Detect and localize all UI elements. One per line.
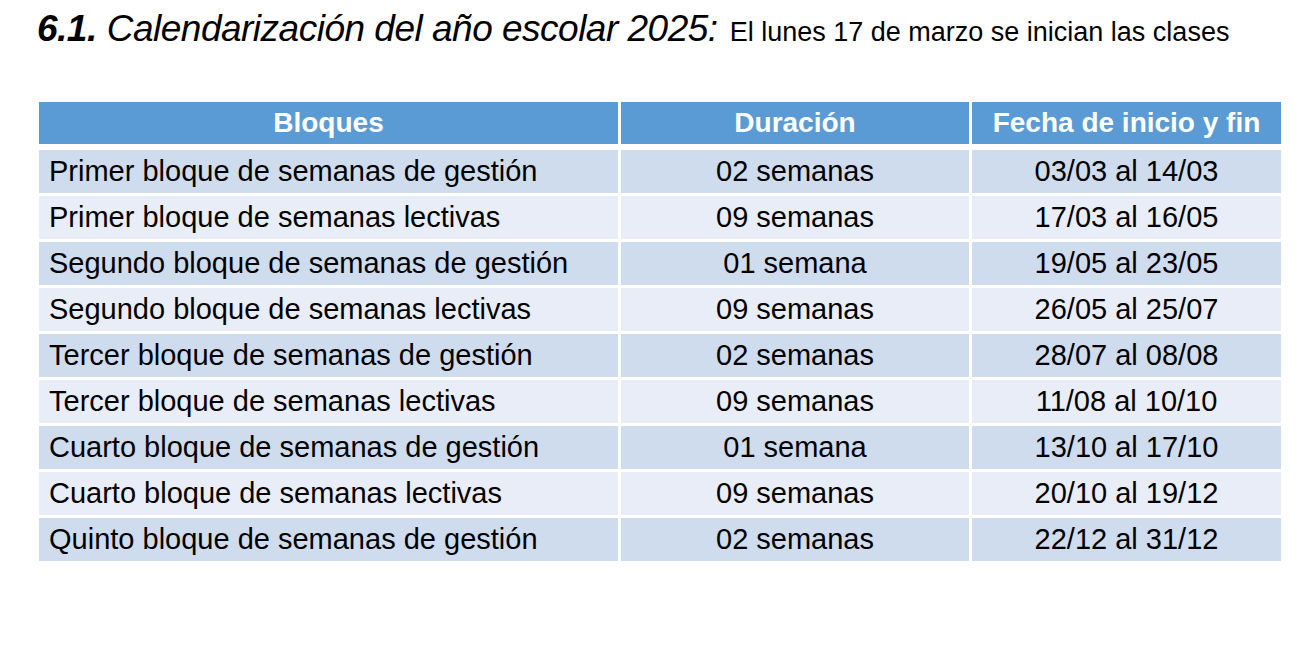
- table-row: Cuarto bloque de semanas de gestión01 se…: [38, 425, 1283, 471]
- duration-cell: 02 semanas: [620, 333, 971, 379]
- block-name-cell: Tercer bloque de semanas lectivas: [38, 379, 620, 425]
- table-row: Segundo bloque de semanas de gestión01 s…: [38, 241, 1283, 287]
- column-header-duracion: Duración: [620, 101, 971, 148]
- duration-cell: 02 semanas: [620, 147, 971, 195]
- date-range-cell: 19/05 al 23/05: [971, 241, 1283, 287]
- duration-cell: 09 semanas: [620, 471, 971, 517]
- duration-cell: 02 semanas: [620, 517, 971, 563]
- block-name-cell: Cuarto bloque de semanas de gestión: [38, 425, 620, 471]
- block-name-cell: Segundo bloque de semanas de gestión: [38, 241, 620, 287]
- page-title-text: Calendarización del año escolar 2025:: [107, 8, 718, 50]
- duration-cell: 01 semana: [620, 425, 971, 471]
- column-header-fecha: Fecha de inicio y fin: [971, 101, 1283, 148]
- date-range-cell: 28/07 al 08/08: [971, 333, 1283, 379]
- page-title: 6.1. Calendarización del año escolar 202…: [37, 8, 1297, 50]
- page-title-note: El lunes 17 de marzo se inician las clas…: [730, 17, 1230, 48]
- date-range-cell: 17/03 al 16/05: [971, 195, 1283, 241]
- section-number: 6.1.: [37, 8, 97, 50]
- date-range-cell: 03/03 al 14/03: [971, 147, 1283, 195]
- table-row: Primer bloque de semanas de gestión02 se…: [38, 147, 1283, 195]
- date-range-cell: 26/05 al 25/07: [971, 287, 1283, 333]
- date-range-cell: 22/12 al 31/12: [971, 517, 1283, 563]
- date-range-cell: 11/08 al 10/10: [971, 379, 1283, 425]
- block-name-cell: Tercer bloque de semanas de gestión: [38, 333, 620, 379]
- date-range-cell: 20/10 al 19/12: [971, 471, 1283, 517]
- duration-cell: 09 semanas: [620, 195, 971, 241]
- duration-cell: 09 semanas: [620, 287, 971, 333]
- table-row: Cuarto bloque de semanas lectivas09 sema…: [38, 471, 1283, 517]
- table-header-row: Bloques Duración Fecha de inicio y fin: [38, 101, 1283, 148]
- block-name-cell: Primer bloque de semanas lectivas: [38, 195, 620, 241]
- block-name-cell: Primer bloque de semanas de gestión: [38, 147, 620, 195]
- block-name-cell: Quinto bloque de semanas de gestión: [38, 517, 620, 563]
- school-calendar-table: Bloques Duración Fecha de inicio y fin P…: [36, 99, 1284, 564]
- table-row: Quinto bloque de semanas de gestión02 se…: [38, 517, 1283, 563]
- table-row: Tercer bloque de semanas lectivas09 sema…: [38, 379, 1283, 425]
- block-name-cell: Segundo bloque de semanas lectivas: [38, 287, 620, 333]
- column-header-bloques: Bloques: [38, 101, 620, 148]
- block-name-cell: Cuarto bloque de semanas lectivas: [38, 471, 620, 517]
- table-row: Primer bloque de semanas lectivas09 sema…: [38, 195, 1283, 241]
- date-range-cell: 13/10 al 17/10: [971, 425, 1283, 471]
- table-row: Tercer bloque de semanas de gestión02 se…: [38, 333, 1283, 379]
- table-row: Segundo bloque de semanas lectivas09 sem…: [38, 287, 1283, 333]
- table-body: Primer bloque de semanas de gestión02 se…: [38, 147, 1283, 563]
- duration-cell: 01 semana: [620, 241, 971, 287]
- duration-cell: 09 semanas: [620, 379, 971, 425]
